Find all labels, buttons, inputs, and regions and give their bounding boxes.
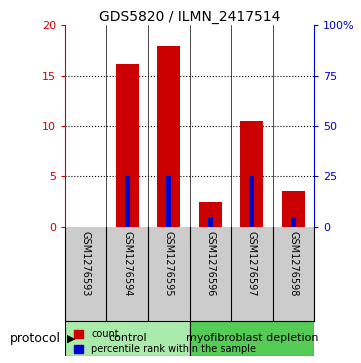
Bar [116, 64, 139, 227]
Bar [291, 217, 296, 227]
Bar [125, 176, 130, 227]
Bar [208, 217, 213, 227]
Text: ▶: ▶ [67, 334, 75, 343]
Bar [190, 321, 314, 356]
Bar [282, 191, 305, 227]
Text: GSM1276596: GSM1276596 [205, 232, 215, 297]
Bar [65, 321, 190, 356]
Text: myofibroblast depletion: myofibroblast depletion [186, 334, 318, 343]
Text: GSM1276593: GSM1276593 [81, 232, 91, 297]
Bar [157, 45, 180, 227]
Bar [249, 176, 254, 227]
Text: GSM1276594: GSM1276594 [122, 232, 132, 297]
Text: GSM1276597: GSM1276597 [247, 232, 257, 297]
Text: control: control [108, 334, 147, 343]
Text: protocol: protocol [10, 332, 61, 345]
Legend: count, percentile rank within the sample: count, percentile rank within the sample [70, 326, 260, 358]
Text: GSM1276598: GSM1276598 [288, 232, 298, 297]
Text: GSM1276595: GSM1276595 [164, 232, 174, 297]
Bar [199, 201, 222, 227]
Bar [240, 121, 263, 227]
Title: GDS5820 / ILMN_2417514: GDS5820 / ILMN_2417514 [99, 11, 280, 24]
Bar [166, 176, 171, 227]
